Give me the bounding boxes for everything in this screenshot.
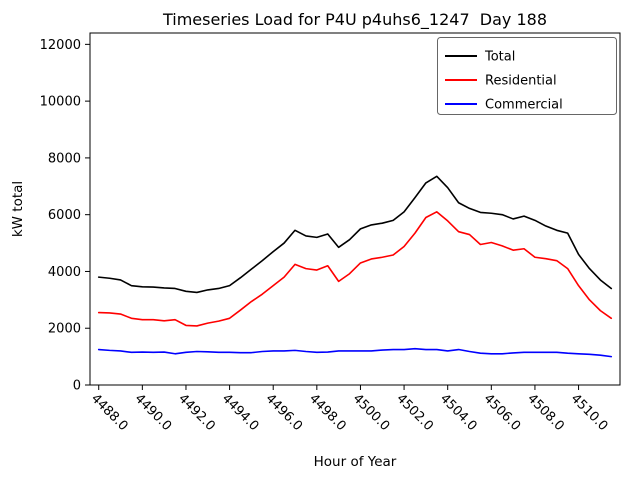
y-tick-label: 10000 bbox=[40, 95, 81, 110]
x-tick-label: 4502.0 bbox=[393, 391, 436, 434]
y-tick-label: 12000 bbox=[40, 38, 81, 53]
x-tick-label: 4488.0 bbox=[88, 391, 131, 434]
y-tick-label: 4000 bbox=[48, 265, 81, 280]
x-tick-label: 4500.0 bbox=[350, 391, 393, 434]
y-tick-label: 0 bbox=[73, 379, 81, 394]
x-tick-label: 4506.0 bbox=[480, 391, 523, 434]
series-line-total bbox=[97, 175, 613, 294]
chart-title: Timeseries Load for P4U p4uhs6_1247 Day … bbox=[162, 10, 547, 30]
plot-border bbox=[89, 32, 621, 386]
x-tick-label: 4492.0 bbox=[175, 391, 218, 434]
x-axis-label: Hour of Year bbox=[314, 454, 397, 470]
series-line-commercial bbox=[97, 347, 613, 358]
legend-box bbox=[437, 37, 617, 115]
y-tick-label: 6000 bbox=[48, 208, 81, 223]
x-tick-label: 4496.0 bbox=[262, 391, 305, 434]
series-line-residential bbox=[97, 211, 613, 327]
y-tick-label: 2000 bbox=[48, 322, 81, 337]
legend-label-residential: Residential bbox=[485, 74, 557, 89]
x-tick-label: 4494.0 bbox=[219, 391, 262, 434]
legend: Total Residential Commercial bbox=[437, 37, 617, 115]
legend-label-total: Total bbox=[484, 50, 515, 65]
y-axis-label: kW total bbox=[10, 181, 26, 237]
x-tick-label: 4504.0 bbox=[437, 391, 480, 434]
x-tick-label: 4510.0 bbox=[568, 391, 611, 434]
y-tick-label: 8000 bbox=[48, 151, 81, 166]
x-tick-label: 4490.0 bbox=[132, 391, 175, 434]
x-tick-label: 4498.0 bbox=[306, 391, 349, 434]
x-tick-label: 4508.0 bbox=[524, 391, 567, 434]
legend-label-commercial: Commercial bbox=[485, 98, 563, 113]
